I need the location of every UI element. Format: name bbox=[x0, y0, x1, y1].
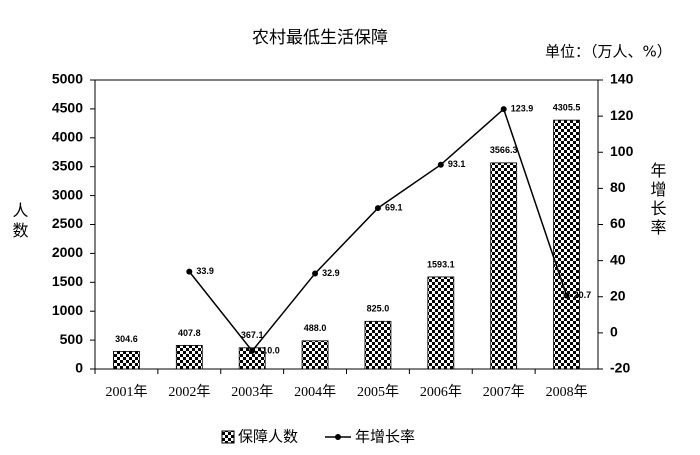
bar bbox=[175, 345, 203, 370]
x-tick-label: 2008年 bbox=[546, 384, 588, 400]
y-tick-label: 2500 bbox=[52, 215, 83, 231]
y-tick-label: 3500 bbox=[52, 157, 83, 173]
y2-tick-label: 0 bbox=[610, 324, 618, 340]
bar bbox=[427, 276, 455, 370]
y-tick-label: 4500 bbox=[52, 100, 83, 116]
line-point bbox=[374, 205, 381, 212]
line-point bbox=[437, 161, 444, 168]
chart-title: 农村最低生活保障 bbox=[252, 28, 388, 48]
bar-value-label: 1593.1 bbox=[427, 259, 455, 269]
bar bbox=[301, 340, 329, 370]
y-tick-label: 2000 bbox=[52, 244, 83, 260]
y-tick-label: 0 bbox=[75, 360, 83, 376]
y2-tick-label: 60 bbox=[610, 215, 626, 231]
y2-tick-label: 120 bbox=[610, 107, 634, 123]
x-tick-label: 2007年 bbox=[483, 384, 525, 400]
line-value-label: 20.7 bbox=[574, 290, 592, 300]
bar-value-label: 4305.5 bbox=[553, 103, 581, 113]
line-value-label: 32.9 bbox=[322, 268, 340, 278]
plot-frame bbox=[94, 79, 599, 370]
line-value-label: 69.1 bbox=[385, 202, 403, 212]
line-value-label: 123.9 bbox=[511, 103, 534, 113]
legend-swatch bbox=[335, 434, 341, 440]
y2-tick-label: 40 bbox=[610, 251, 626, 267]
x-tick-label: 2005年 bbox=[357, 384, 399, 400]
y-axis-label: 人数 bbox=[10, 202, 29, 242]
line-value-label: 33.9 bbox=[196, 266, 214, 276]
legend-label: 保障人数 bbox=[238, 428, 298, 446]
y-tick-label: 5000 bbox=[52, 71, 83, 87]
y-tick-label: 4000 bbox=[52, 129, 83, 145]
line-value-label: -10.0 bbox=[259, 345, 280, 355]
x-tick-label: 2004年 bbox=[294, 384, 336, 400]
y2-axis-label: 年增长率 bbox=[648, 162, 667, 238]
y-tick-label: 1000 bbox=[52, 302, 83, 318]
line-value-label: 93.1 bbox=[448, 159, 466, 169]
y2-tick-label: 100 bbox=[610, 143, 634, 159]
line-point bbox=[186, 268, 193, 275]
bar-value-label: 407.8 bbox=[178, 328, 201, 338]
y2-tick-label: 20 bbox=[610, 287, 626, 303]
y-tick-label: 3000 bbox=[52, 186, 83, 202]
unit-label: 单位：（万人、%） bbox=[545, 43, 672, 61]
line-point bbox=[563, 292, 570, 299]
line-point bbox=[249, 347, 256, 354]
x-tick-label: 2001年 bbox=[105, 384, 147, 400]
bar bbox=[113, 350, 140, 370]
legend-swatch bbox=[221, 430, 235, 444]
y-tick-label: 500 bbox=[60, 331, 84, 347]
bar-value-label: 3566.3 bbox=[490, 145, 518, 155]
legend-label: 年增长率 bbox=[355, 428, 415, 446]
y2-tick-label: 80 bbox=[610, 179, 626, 195]
bar bbox=[364, 320, 392, 370]
bar bbox=[553, 119, 580, 370]
y2-tick-label: -20 bbox=[610, 360, 630, 376]
bar-value-label: 367.1 bbox=[241, 330, 264, 340]
line-point bbox=[312, 270, 319, 277]
bar-value-label: 488.0 bbox=[304, 323, 327, 333]
x-tick-label: 2003年 bbox=[231, 384, 273, 400]
bar-value-label: 825.0 bbox=[367, 304, 390, 314]
line-point bbox=[500, 106, 507, 113]
bar bbox=[490, 162, 518, 370]
bar bbox=[238, 347, 266, 370]
y2-tick-label: 140 bbox=[610, 71, 634, 87]
x-tick-label: 2006年 bbox=[420, 384, 462, 400]
y-tick-label: 1500 bbox=[52, 273, 83, 289]
bar-value-label: 304.6 bbox=[115, 334, 138, 344]
x-tick-label: 2002年 bbox=[168, 384, 210, 400]
